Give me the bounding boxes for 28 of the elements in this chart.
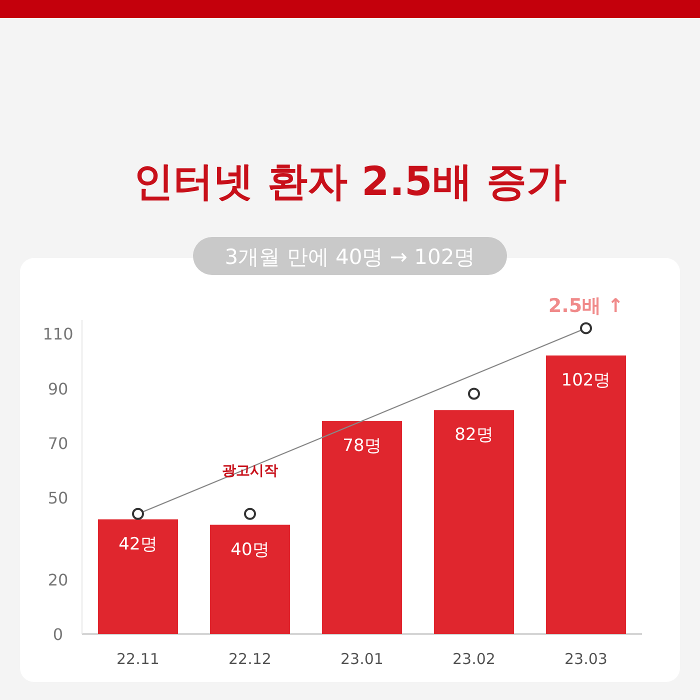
point (580, 322, 592, 334)
bar (98, 519, 178, 634)
chart-title: 인터넷 환자 2.5배 증가 (134, 159, 566, 205)
y-tick-label: 50 (48, 488, 68, 508)
text: 40명 (230, 540, 270, 560)
bar (546, 355, 626, 634)
x-tick-label: 22.12 (228, 650, 272, 668)
annotation: 광고시작 (222, 462, 278, 479)
x-tick-label: 23.02 (452, 650, 496, 668)
y-tick-label: 20 (48, 570, 68, 590)
point (132, 508, 144, 520)
text: 82명 (454, 425, 494, 446)
y-tick-label: 0 (52, 625, 64, 644)
text: 78명 (342, 436, 382, 456)
x-tick-label: 22.11 (116, 650, 160, 668)
y-tick-label: 110 (42, 324, 74, 344)
bar (322, 421, 402, 634)
y-tick-label: 90 (48, 379, 68, 398)
x-tick-label: 23.03 (564, 650, 608, 668)
x-tick-label: 23.01 (340, 650, 384, 668)
bar (210, 524, 290, 634)
point (244, 508, 256, 520)
bar (434, 410, 514, 634)
text: 102명 (561, 370, 611, 390)
y-tick-label: 70 (48, 434, 68, 453)
text: 42명 (118, 534, 158, 554)
point (468, 388, 480, 400)
text: 2.5배 ↑ (548, 295, 624, 317)
